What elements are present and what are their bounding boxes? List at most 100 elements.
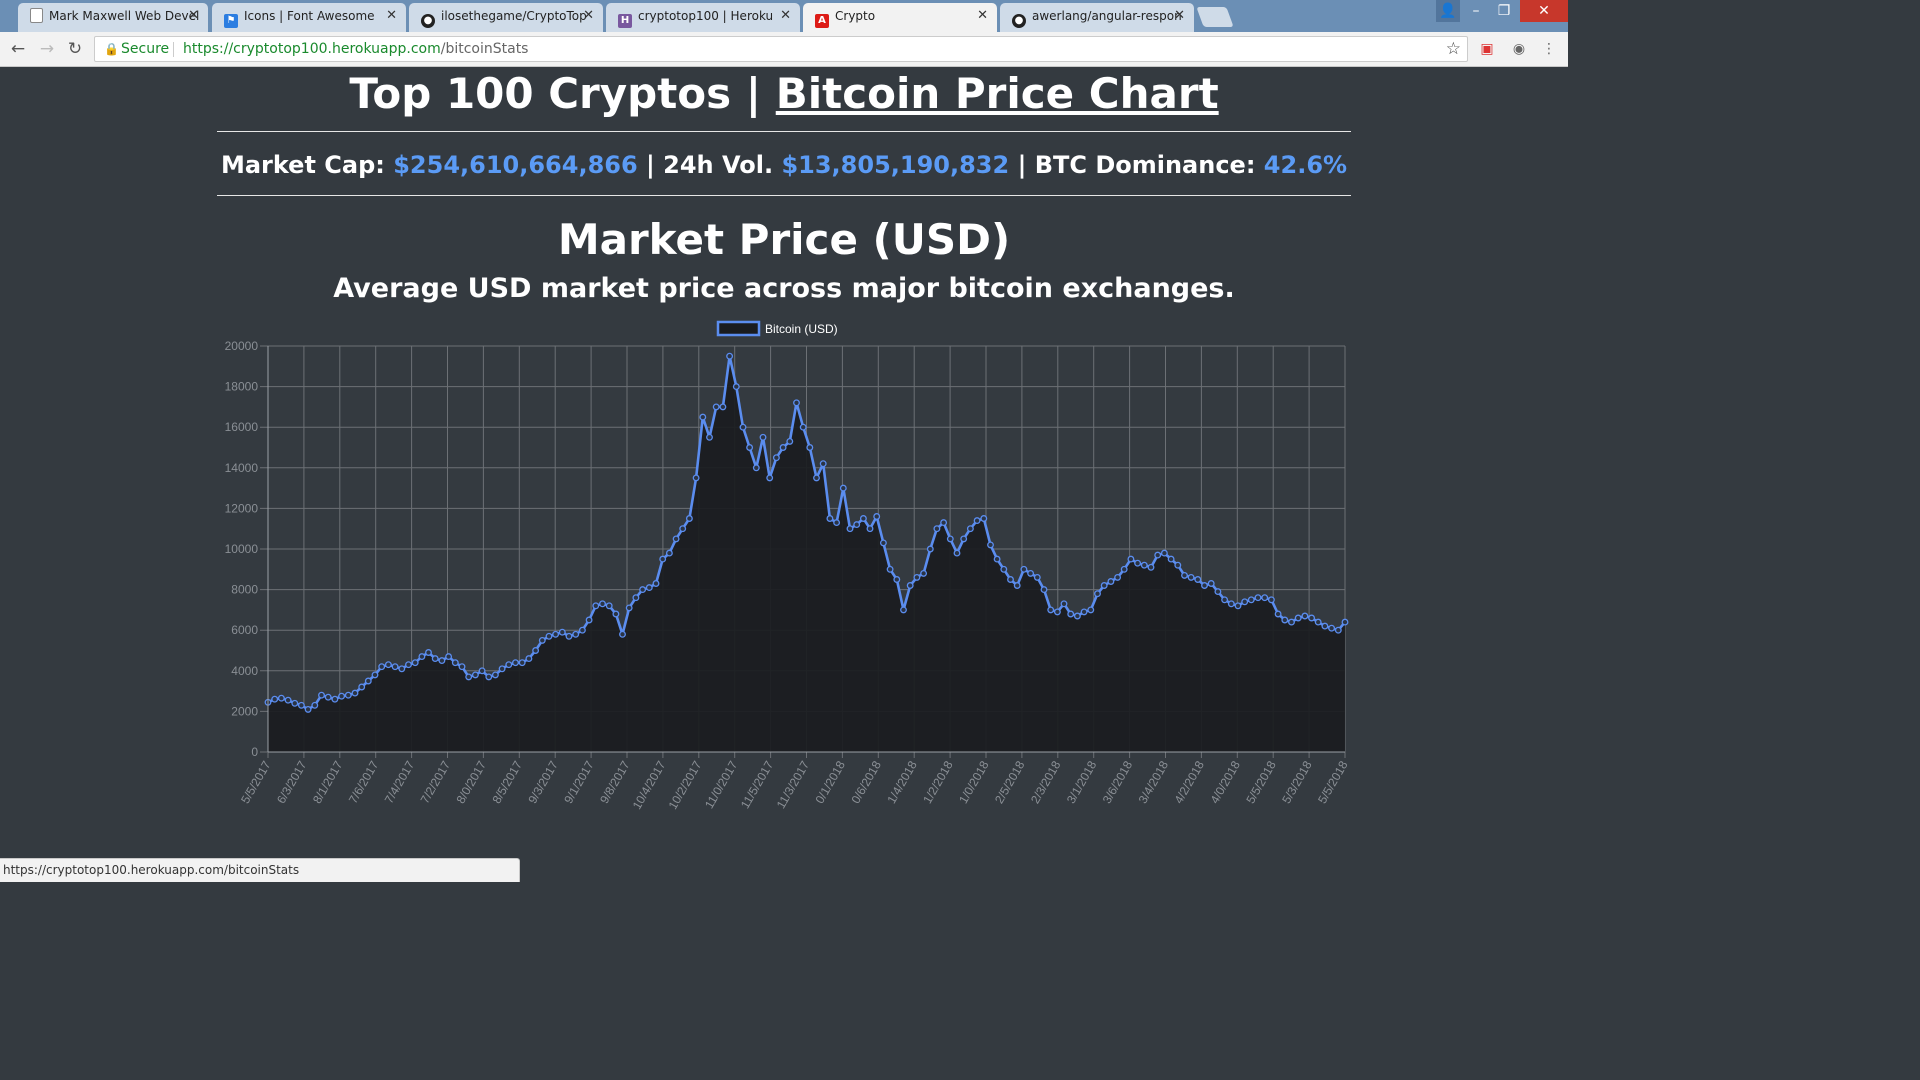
price-point [304,705,312,713]
price-point [706,433,713,441]
menu-dots-icon[interactable]: ⋮ [1542,41,1556,57]
price-point [578,626,586,634]
price-point [1120,565,1128,573]
tab-close-icon[interactable]: ✕ [583,8,594,23]
price-point [819,460,827,468]
github-icon: ● [1012,14,1026,28]
price-point [719,403,727,411]
price-point [1094,590,1101,598]
price-point [1221,596,1229,604]
reload-icon[interactable]: ↻ [67,39,83,59]
price-point [445,653,453,661]
price-point [779,444,787,451]
github-icon: ● [421,14,435,28]
price-point [1314,618,1322,626]
price-point [993,555,1001,563]
price-point [478,667,486,675]
tab-close-icon[interactable]: ✕ [188,8,199,23]
price-point [1288,618,1295,626]
x-tick-label: 9/1/2017 [561,758,597,806]
price-point [1100,582,1108,589]
pocket-extension-icon[interactable]: ▣ [1480,41,1494,57]
price-point [973,517,981,525]
tab-close-icon[interactable]: ✕ [977,8,988,23]
price-point [886,565,894,573]
price-point [425,649,432,656]
stats-separator: | [1017,151,1027,179]
price-point [632,594,640,602]
tab-close-icon[interactable]: ✕ [386,8,397,23]
price-point [639,586,647,594]
tab-close-icon[interactable]: ✕ [1174,8,1185,23]
x-tick-label: 11/0/2017 [702,758,741,811]
price-point [612,610,620,618]
legend-label: Bitcoin (USD) [765,322,838,336]
tab-cryptotop-github[interactable]: ● ilosethegame/CryptoTop ✕ [409,3,603,32]
price-point [1207,580,1215,587]
forward-arrow-icon[interactable]: → [39,39,55,59]
market-stats: Market Cap: $254,610,664,866 | 24h Vol. … [0,149,1568,181]
x-tick-label: 0/1/2018 [813,758,849,806]
brand-title: Top 100 Cryptos | [349,69,762,118]
price-point [759,433,767,441]
close-window-button[interactable]: ✕ [1520,0,1568,22]
tab-angular-responsive[interactable]: ● awerlang/angular-respon ✕ [1000,3,1194,32]
price-point [271,695,279,703]
price-point [920,569,928,577]
price-point [572,630,580,638]
tab-close-icon[interactable]: ✕ [780,8,791,23]
minimize-button[interactable]: – [1472,3,1480,19]
price-point [846,525,854,533]
tab-mark-maxwell[interactable]: Mark Maxwell Web Devel ✕ [18,3,208,32]
url-input[interactable]: 🔒 Secure https://cryptotop100.herokuapp.… [94,36,1468,62]
price-point [605,602,613,610]
y-tick-label: 2000 [231,704,258,718]
y-tick-label: 20000 [225,339,259,353]
price-point [391,663,399,671]
price-point [839,484,847,492]
bookmark-star-icon[interactable]: ☆ [1445,39,1461,59]
chart-subtitle: Average USD market price across major bi… [333,273,1235,304]
market-cap-label: Market Cap: [220,151,385,179]
price-point [806,444,814,451]
price-point [418,653,426,661]
tab-font-awesome[interactable]: ⚑ Icons | Font Awesome ✕ [212,3,406,32]
price-point [726,352,734,360]
price-point [465,673,473,681]
tab-crypto[interactable]: A Crypto ✕ [803,3,997,32]
y-tick-label: 12000 [225,501,259,515]
omnibox-divider [173,42,174,57]
price-point [351,689,359,697]
market-cap-value: $254,610,664,866 [393,151,638,179]
camera-extension-icon[interactable]: ◉ [1512,41,1526,57]
price-point [1134,559,1142,567]
price-point [451,659,459,667]
price-point [1341,618,1349,626]
price-point [1241,598,1249,606]
x-tick-label: 7/6/2017 [346,758,382,806]
x-tick-label: 9/8/2017 [597,758,633,806]
stats-separator: | [646,151,655,179]
price-point [471,671,479,679]
bitcoin-price-chart: 0 2000 4000 6000 8000 10000 12000 14000 16000 180… [225,320,1351,812]
price-point [599,600,606,608]
price-point [913,573,921,581]
maximize-button[interactable]: ❐ [1497,3,1511,19]
price-point [906,582,914,589]
bitcoin-price-chart-link[interactable]: Bitcoin Price Chart [775,69,1219,118]
price-point [485,673,493,681]
price-point [619,630,626,638]
x-tick-label: 10/2/2017 [666,758,705,812]
price-point [960,535,968,543]
price-point [987,541,994,549]
price-point [712,403,720,411]
x-tick-label: 0/6/2018 [848,758,884,806]
price-point [1033,573,1041,581]
price-point [946,535,954,543]
back-arrow-icon[interactable]: ← [10,39,26,59]
price-point [826,515,834,522]
user-icon[interactable]: 👤 [1436,0,1460,22]
price-point [645,584,653,592]
lock-icon: 🔒 [104,42,119,56]
